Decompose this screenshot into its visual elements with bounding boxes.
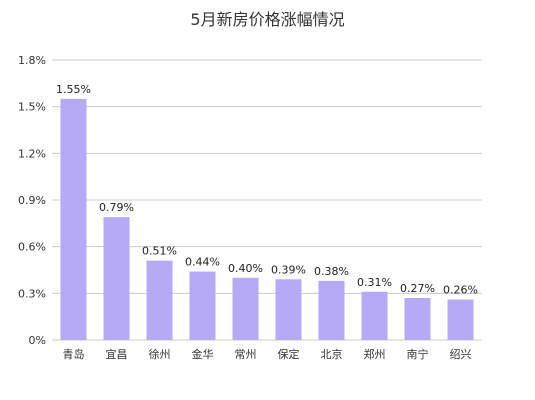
bar (146, 260, 173, 340)
data-label: 0.31% (357, 276, 392, 289)
bar (447, 299, 474, 340)
y-tick-label: 0.9% (18, 194, 46, 207)
y-tick-label: 1.8% (18, 54, 46, 67)
data-labels: 1.55% 0.79% 0.51% 0.44% 0.40% 0.39% 0.38% 0.31%… (56, 83, 478, 297)
y-tick-label: 1.5% (18, 101, 46, 114)
x-axis-category-labels: 青岛 宜昌 徐州 金华 常州 保定 北京 郑州 南宁 绍兴 (63, 347, 472, 361)
bar (60, 98, 87, 340)
x-category-label: 徐州 (149, 347, 171, 361)
bar (404, 298, 431, 340)
data-label: 0.79% (99, 201, 134, 214)
x-category-label: 宜昌 (106, 347, 128, 361)
data-label: 0.44% (185, 256, 220, 269)
x-category-label: 绍兴 (450, 347, 472, 361)
x-category-label: 南宁 (407, 347, 429, 361)
bar (361, 291, 388, 340)
y-axis-tick-labels: 0% 0.3% 0.6% 0.9% 1.2% 1.5% 1.8% (18, 54, 46, 347)
bar (103, 217, 130, 340)
data-label: 0.39% (271, 263, 306, 276)
y-tick-label: 0.6% (18, 241, 46, 254)
data-label: 1.55% (56, 83, 91, 96)
data-label: 0.26% (443, 284, 478, 297)
bar (232, 277, 259, 340)
x-category-label: 郑州 (364, 347, 386, 361)
data-label: 0.38% (314, 265, 349, 278)
data-label: 0.40% (228, 262, 263, 275)
x-category-label: 金华 (192, 347, 214, 361)
x-category-label: 常州 (235, 348, 257, 361)
y-tick-label: 0% (29, 334, 46, 347)
bars (60, 98, 474, 340)
chart-title: 5月新房价格涨幅情况 (190, 10, 345, 29)
bar (189, 271, 216, 340)
bar (318, 280, 345, 340)
data-label: 0.51% (142, 245, 177, 258)
x-category-label: 青岛 (63, 347, 85, 361)
bar (275, 279, 302, 340)
x-category-label: 北京 (321, 347, 343, 361)
y-tick-label: 1.2% (18, 147, 46, 160)
x-category-label: 保定 (278, 347, 300, 361)
y-tick-label: 0.3% (18, 287, 46, 300)
data-label: 0.27% (400, 282, 435, 295)
